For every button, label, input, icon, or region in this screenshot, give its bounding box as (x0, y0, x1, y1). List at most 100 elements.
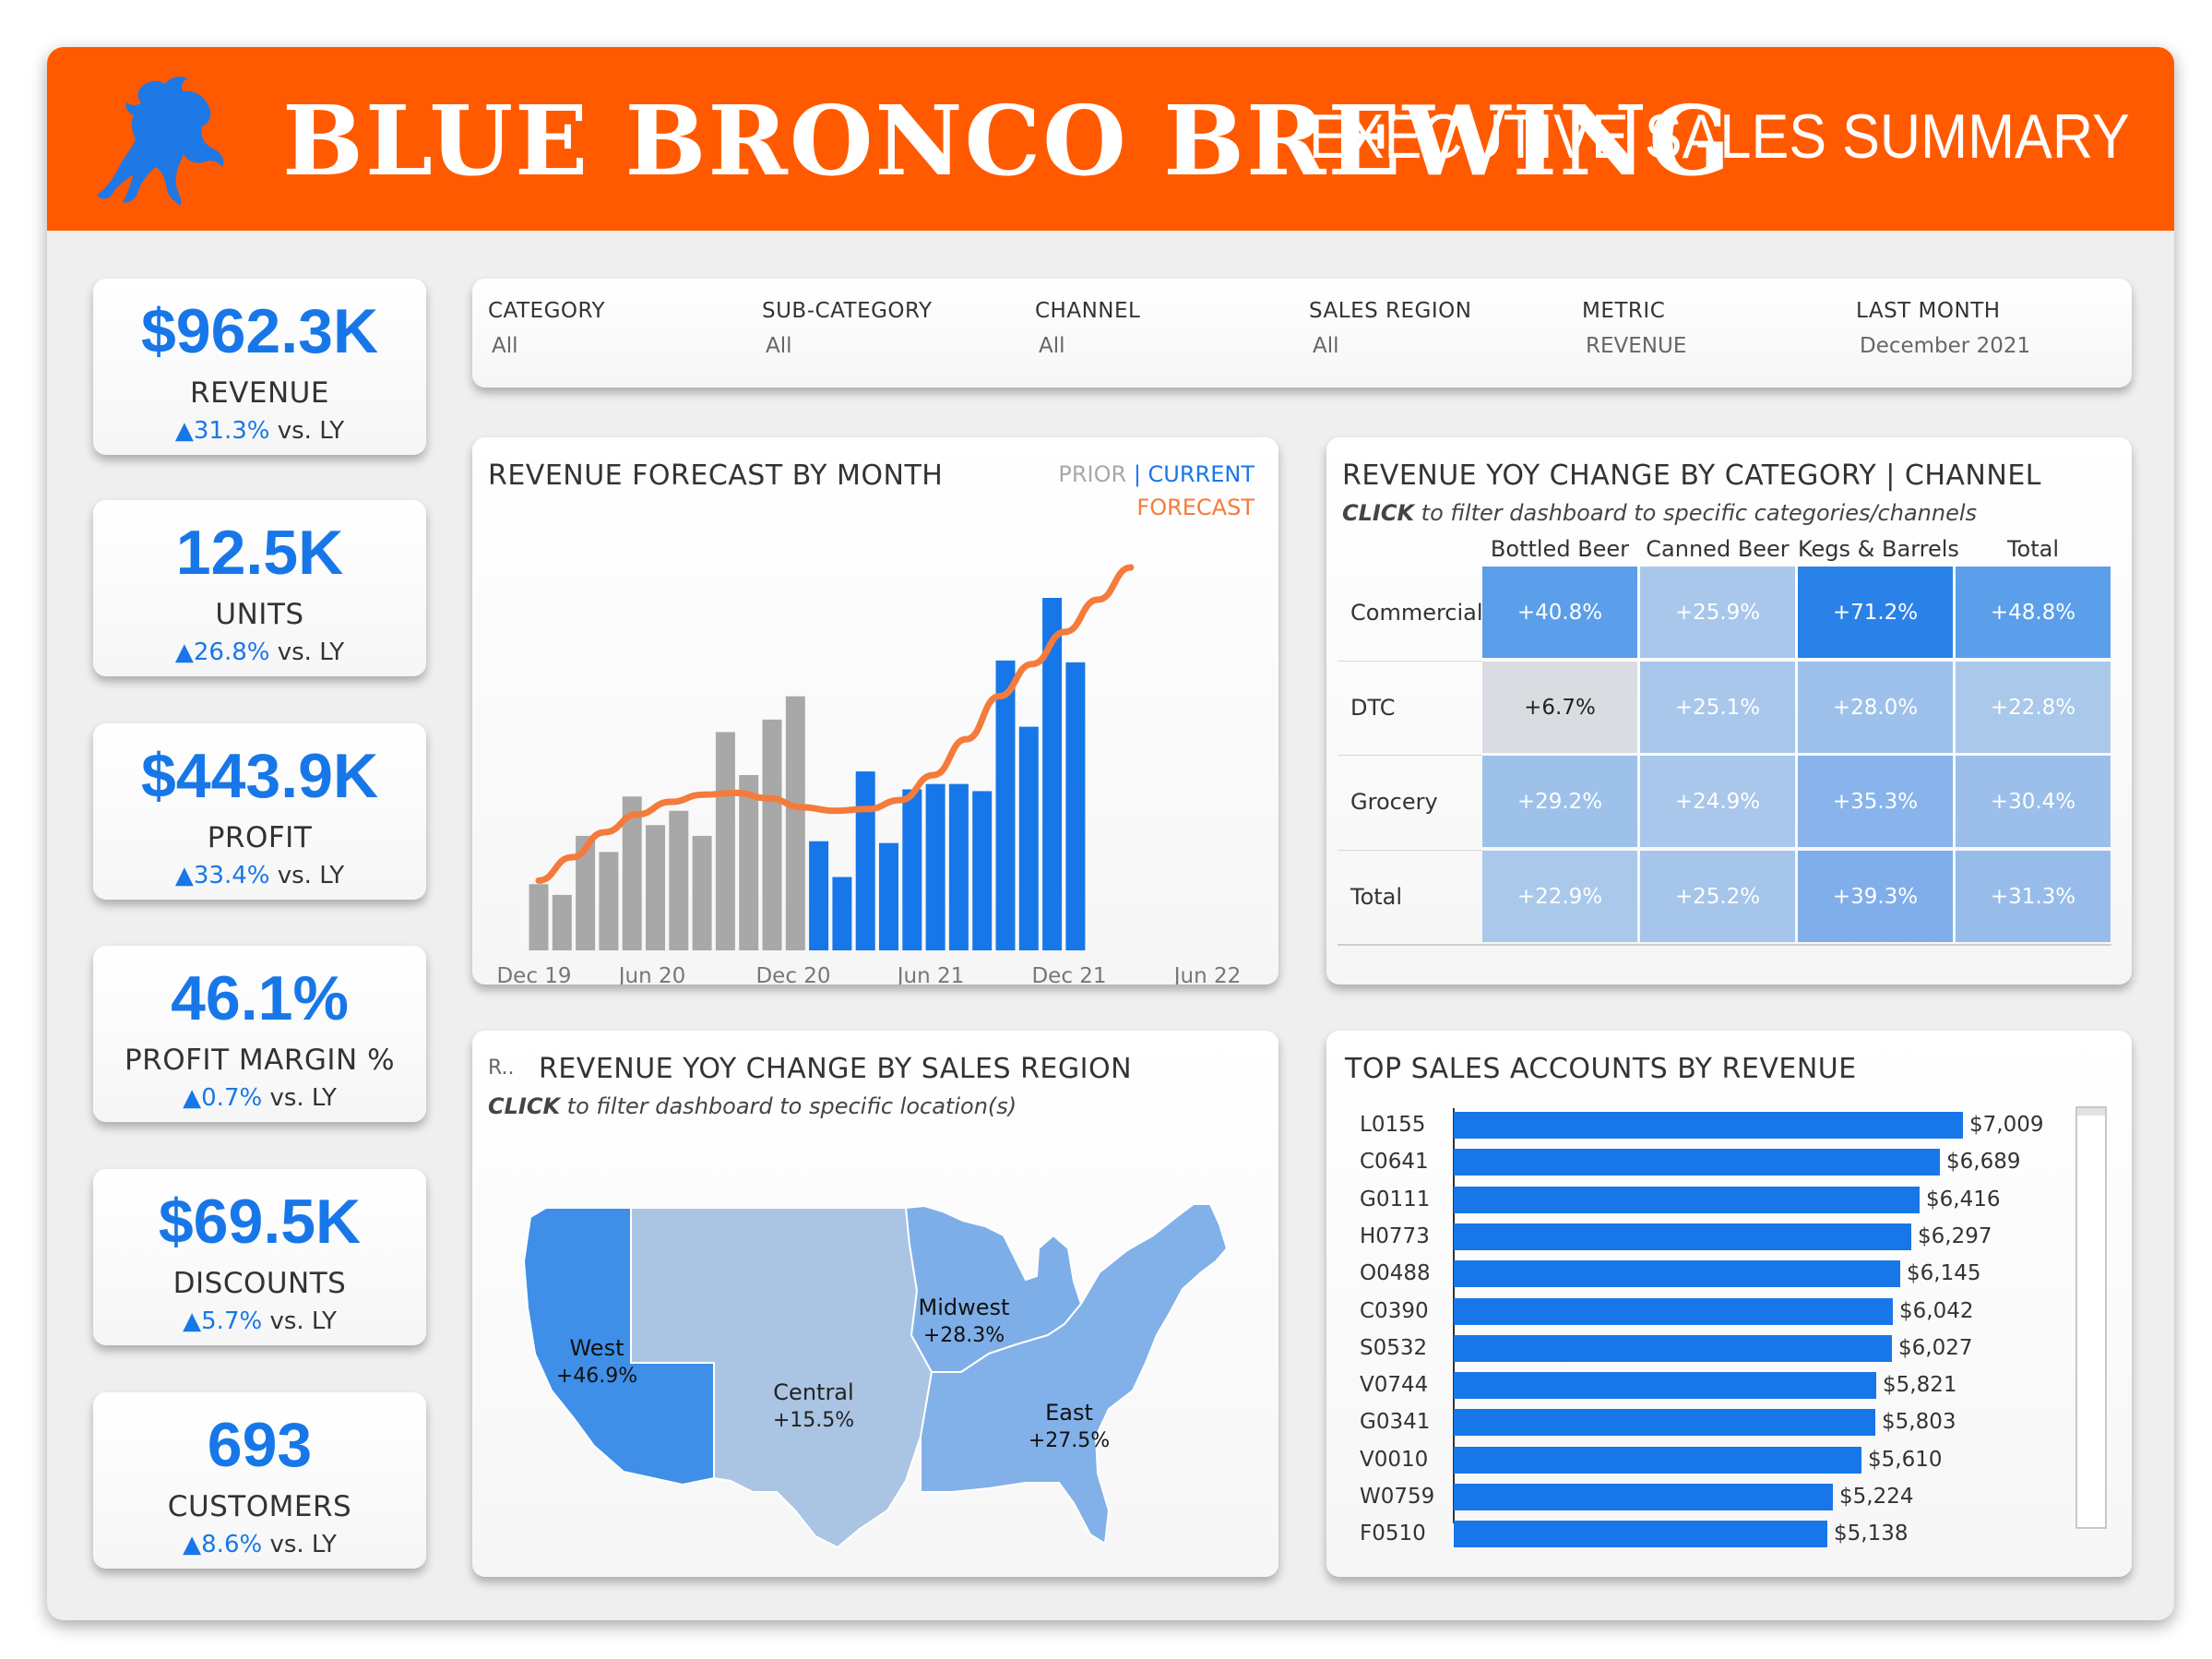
current-bar[interactable] (832, 877, 852, 950)
heatmap-cell[interactable]: +28.0% (1798, 662, 1953, 753)
prior-bar[interactable] (529, 884, 549, 950)
heatmap-cell[interactable]: +39.3% (1798, 851, 1953, 942)
prior-bar[interactable] (692, 835, 712, 950)
heatmap-cell[interactable]: +22.8% (1956, 662, 2111, 753)
filter-value[interactable]: All (766, 334, 792, 358)
scrollbar-thumb[interactable] (2077, 1108, 2105, 1116)
current-bar[interactable] (809, 841, 829, 950)
heatmap-row-label[interactable]: DTC (1350, 695, 1396, 721)
filter-dropdown[interactable]: CHANNEL All (1035, 299, 1140, 358)
region-label[interactable]: Central +15.5% (749, 1379, 878, 1432)
prior-bar[interactable] (552, 894, 572, 950)
forecast-line[interactable] (535, 564, 1135, 884)
forecast-chart[interactable]: Dec 19 Jun 20 Dec 20 Jun 21 Dec 21 Jun 22 (472, 437, 1278, 985)
prior-bar[interactable] (622, 796, 642, 950)
heatmap-cell[interactable]: +25.1% (1640, 662, 1795, 753)
filter-dropdown[interactable]: LAST MONTH December 2021 (1856, 299, 2030, 358)
prior-bar[interactable] (669, 810, 689, 950)
account-id[interactable]: G0111 (1360, 1187, 1431, 1211)
prior-bar[interactable] (599, 852, 619, 950)
account-bar[interactable] (1454, 1334, 1892, 1362)
current-bar[interactable] (925, 783, 945, 950)
filter-value[interactable]: December 2021 (1860, 334, 2031, 358)
account-bar[interactable] (1454, 1372, 1876, 1400)
account-id[interactable]: V0744 (1360, 1373, 1429, 1398)
current-bar[interactable] (995, 660, 1016, 950)
heatmap-cell[interactable]: +22.9% (1482, 851, 1637, 942)
prior-bar[interactable] (739, 774, 759, 950)
heatmap-cell[interactable]: +48.8% (1956, 567, 2111, 658)
account-bar[interactable] (1454, 1223, 1911, 1250)
heatmap-column-header[interactable]: Total (2006, 536, 2060, 562)
region-midwest[interactable] (904, 1204, 1083, 1373)
legend-forecast[interactable]: FORECAST (1136, 495, 1255, 520)
heatmap-column-header[interactable]: Bottled Beer (1490, 536, 1630, 562)
heatmap-row-label[interactable]: Commercial (1350, 600, 1483, 626)
account-id[interactable]: G0341 (1360, 1410, 1431, 1435)
heatmap-cell[interactable]: +6.7% (1482, 662, 1637, 753)
account-id[interactable]: L0155 (1360, 1113, 1426, 1137)
filter-value[interactable]: All (492, 334, 518, 358)
heatmap-row-label[interactable]: Total (1350, 884, 1403, 910)
region-label[interactable]: Midwest +28.3% (899, 1295, 1029, 1347)
kpi-change: ▲5.7% vs. LY (183, 1307, 337, 1335)
current-bar[interactable] (1018, 726, 1039, 950)
heatmap-cell[interactable]: +24.9% (1640, 756, 1795, 847)
heatmap-cell[interactable]: +40.8% (1482, 567, 1637, 658)
prior-bar[interactable] (576, 835, 596, 950)
filter-dropdown[interactable]: METRIC REVENUE (1582, 299, 1686, 358)
heatmap-column-header[interactable]: Canned Beer (1646, 536, 1790, 562)
current-bar[interactable] (855, 771, 875, 950)
account-bar[interactable] (1454, 1446, 1861, 1474)
filter-dropdown[interactable]: CATEGORY All (488, 299, 605, 358)
account-bar[interactable] (1454, 1297, 1893, 1325)
revenue-forecast-panel[interactable]: REVENUE FORECAST BY MONTH PRIOR | CURREN… (472, 437, 1278, 985)
filter-value[interactable]: All (1313, 334, 1339, 358)
account-id[interactable]: S0532 (1360, 1335, 1428, 1360)
prior-bar[interactable] (762, 719, 782, 950)
account-bar[interactable] (1454, 1484, 1833, 1510)
heatmap-cell[interactable]: +71.2% (1798, 567, 1953, 658)
account-bar[interactable] (1454, 1149, 1940, 1176)
region-label[interactable]: East +27.5% (1005, 1400, 1134, 1452)
account-bar[interactable] (1454, 1186, 1920, 1213)
prior-bar[interactable] (785, 696, 805, 950)
heatmap-cell[interactable]: +29.2% (1482, 756, 1637, 847)
region-name: Midwest (918, 1295, 1010, 1320)
account-id[interactable]: C0390 (1360, 1298, 1429, 1323)
account-id[interactable]: W0759 (1360, 1485, 1435, 1509)
current-bar[interactable] (902, 789, 922, 950)
current-bar[interactable] (972, 791, 993, 950)
account-id[interactable]: F0510 (1360, 1522, 1426, 1546)
heatmap-cell[interactable]: +31.3% (1956, 851, 2111, 942)
filter-dropdown[interactable]: SALES REGION All (1309, 299, 1471, 358)
account-bar[interactable] (1454, 1409, 1875, 1437)
account-id[interactable]: O0488 (1360, 1261, 1431, 1286)
account-bar[interactable] (1454, 1521, 1827, 1548)
region-label[interactable]: West +46.9% (532, 1335, 661, 1388)
heatmap-cell[interactable]: +25.9% (1640, 567, 1795, 658)
account-bar[interactable] (1454, 1112, 1963, 1139)
account-bar[interactable] (1454, 1260, 1900, 1288)
current-bar[interactable] (1065, 662, 1086, 950)
account-id[interactable]: V0010 (1360, 1447, 1429, 1472)
filter-dropdown[interactable]: SUB-CATEGORY All (762, 299, 933, 358)
current-bar[interactable] (879, 842, 898, 950)
heatmap-cell[interactable]: +25.2% (1640, 851, 1795, 942)
prior-bar[interactable] (646, 825, 665, 950)
heatmap-column-header[interactable]: Kegs & Barrels (1798, 536, 1959, 562)
account-id[interactable]: C0641 (1360, 1150, 1429, 1175)
heatmap-cell[interactable]: +30.4% (1956, 756, 2111, 847)
current-bar[interactable] (948, 783, 969, 950)
scrollbar[interactable] (2075, 1106, 2107, 1529)
filter-value[interactable]: All (1039, 334, 1065, 358)
legend-current[interactable]: CURRENT (1148, 461, 1255, 487)
filter-value[interactable]: REVENUE (1586, 334, 1687, 358)
prior-bar[interactable] (715, 732, 735, 950)
heatmap-cell[interactable]: +35.3% (1798, 756, 1953, 847)
heatmap-row-label[interactable]: Grocery (1350, 789, 1438, 815)
account-id[interactable]: H0773 (1360, 1223, 1430, 1248)
region-east[interactable] (920, 1203, 1229, 1546)
legend-prior[interactable]: PRIOR (1058, 461, 1127, 487)
current-bar[interactable] (1042, 597, 1063, 950)
